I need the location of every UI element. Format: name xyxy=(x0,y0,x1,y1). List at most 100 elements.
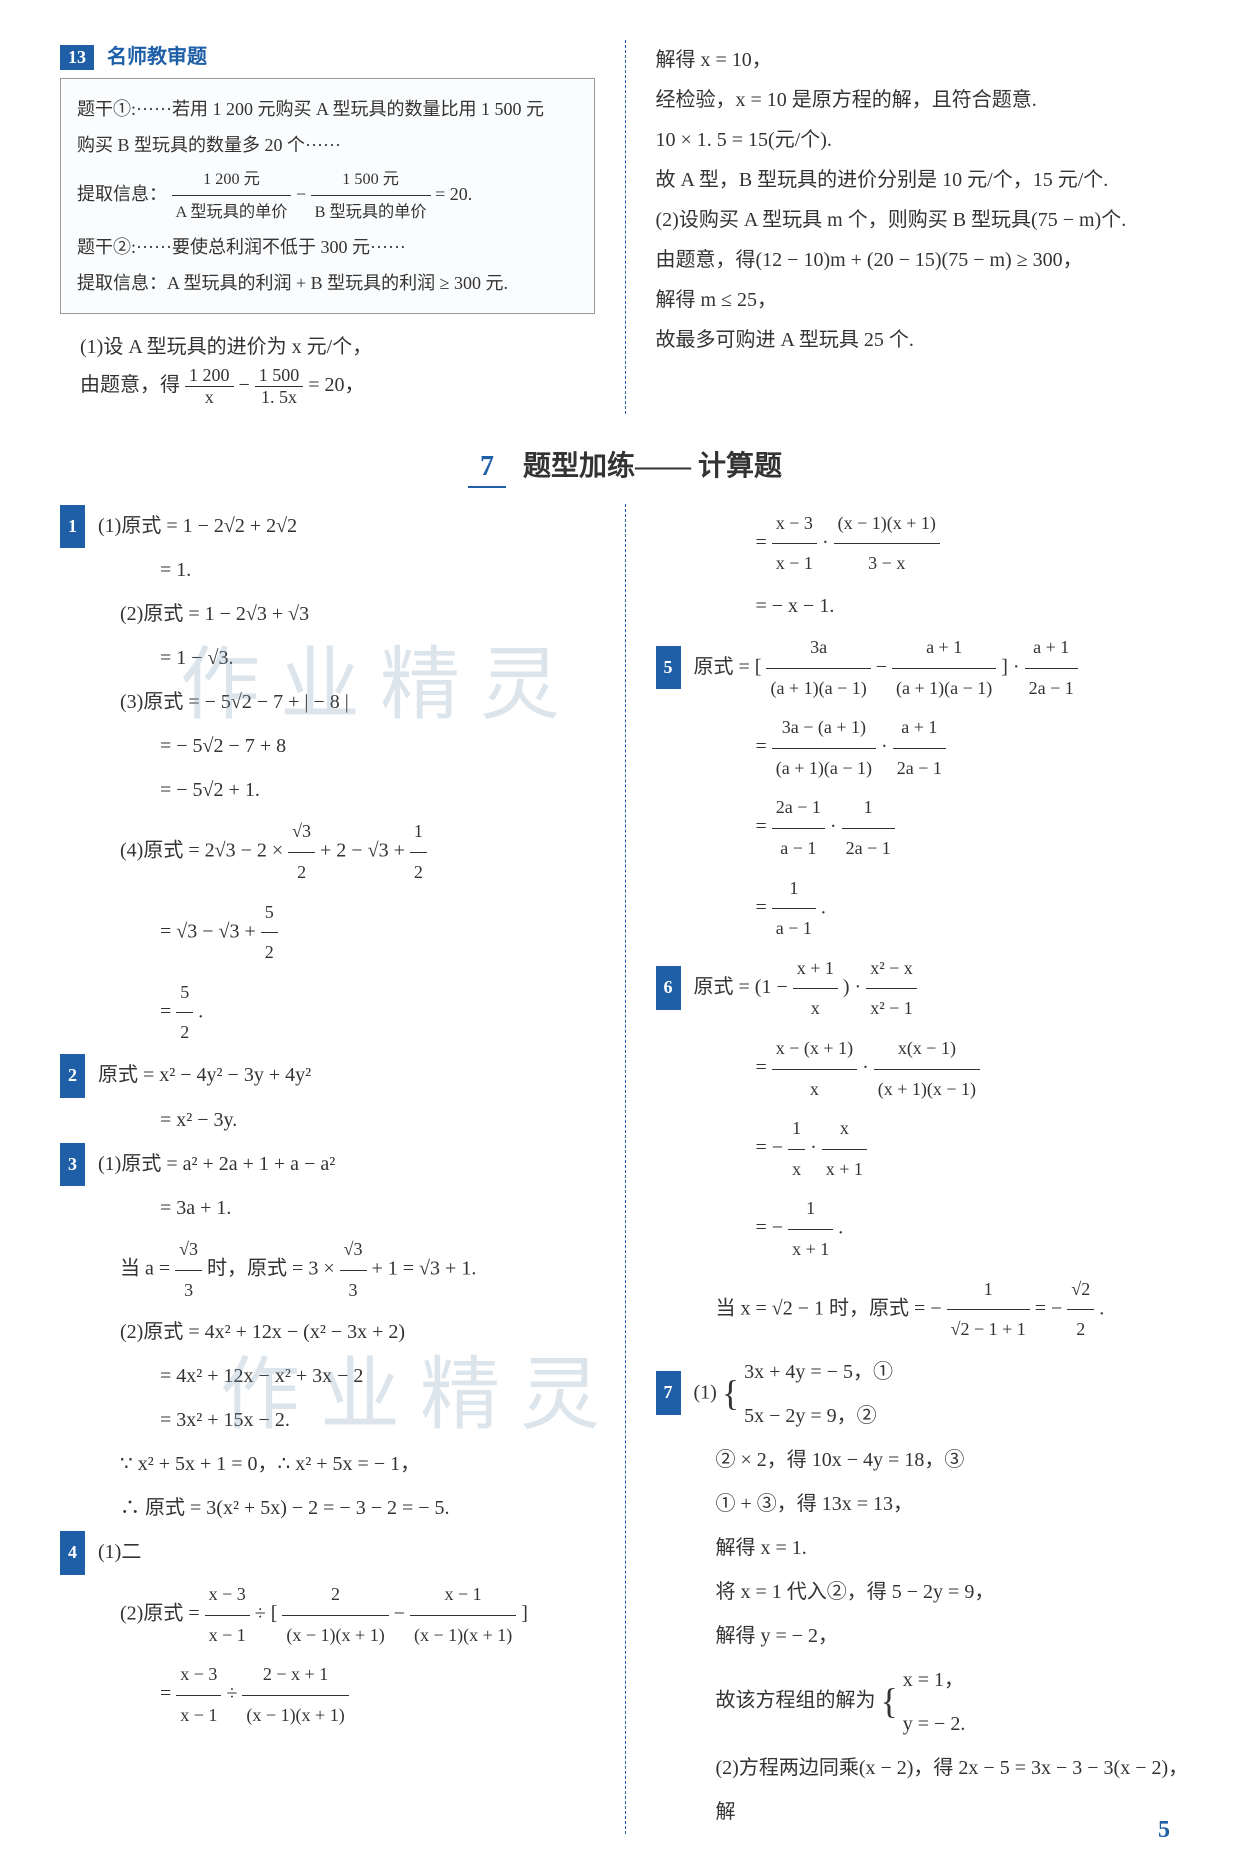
q7-sol1: x = 1， xyxy=(903,1658,966,1702)
q1-frac2: 12 xyxy=(410,812,427,892)
q4-f1: x − 3x − 1 xyxy=(205,1575,250,1655)
top-section: 13 名师教审题 题干①:······若用 1 200 元购买 A 型玩具的数量… xyxy=(60,40,1190,414)
q2-l2: = x² − 3y. xyxy=(60,1098,595,1142)
q3-l1: (1)原式 = a² + 2a + 1 + a − a² xyxy=(98,1153,335,1175)
q1-l4: = 1 − √3. xyxy=(60,636,595,680)
q4-f3: x − 1(x − 1)(x + 1) xyxy=(410,1575,516,1655)
q2-l1: 原式 = x² − 4y² − 3y + 4y² xyxy=(98,1064,311,1086)
q4-l3: = x − 3x − 1 ÷ 2 − x + 1(x − 1)(x + 1) xyxy=(60,1655,595,1735)
tr-l1: 解得 x = 10， xyxy=(656,40,1191,80)
c4-mid: · xyxy=(822,532,834,554)
below-line2: 由题意，得 1 200x − 1 5001. 5x = 20， xyxy=(60,365,595,408)
q6-l4a: = − xyxy=(756,1217,789,1239)
q4-l2a: (2)原式 = xyxy=(120,1603,205,1625)
badge-13: 13 xyxy=(60,45,94,70)
q4-end: ] xyxy=(521,1603,528,1625)
tr-l7: 解得 m ≤ 25， xyxy=(656,280,1191,320)
q5-mid2: ] · xyxy=(1001,656,1024,678)
q1-l2: = 1. xyxy=(60,548,595,592)
q4-mid2: − xyxy=(394,1603,410,1625)
q4-l2: (2)原式 = x − 3x − 1 ÷ [ 2(x − 1)(x + 1) −… xyxy=(60,1575,595,1655)
q1-l10b: . xyxy=(198,1000,203,1022)
q6-l3a: = − xyxy=(756,1137,789,1159)
q7-system: 3x + 4y = − 5，① 5x − 2y = 9，② xyxy=(744,1350,893,1438)
brace2-icon: { xyxy=(881,1662,898,1741)
q6-l4f: 1x + 1 xyxy=(788,1189,833,1269)
q4-l3mid: ÷ xyxy=(226,1683,242,1705)
right-column: = x − 3x − 1 · (x − 1)(x + 1)3 − x = − x… xyxy=(656,504,1191,1834)
q5-l4: = 1a − 1 . xyxy=(656,869,1191,949)
q6-l2: = x − (x + 1)x · x(x − 1)(x + 1)(x − 1) xyxy=(656,1029,1191,1109)
q6-l2mid: · xyxy=(862,1057,874,1079)
q6-l1: 原式 = (1 − x + 1x ) · x² − xx² − 1 xyxy=(694,976,917,998)
q1-frac1: √32 xyxy=(288,812,315,892)
section-title: 7 题型加练—— 计算题 xyxy=(60,444,1190,484)
q5-mid: − xyxy=(876,656,892,678)
q3: 3 (1)原式 = a² + 2a + 1 + a − a² = 3a + 1.… xyxy=(60,1142,595,1531)
tr-l6: 由题意，得(12 − 10)m + (20 − 15)(75 − m) ≥ 30… xyxy=(656,240,1191,280)
tr-l2: 经检验，x = 10 是原方程的解，且符合题意. xyxy=(656,80,1191,120)
tr-l3: 10 × 1. 5 = 15(元/个). xyxy=(656,120,1191,160)
q6-mid: ) · xyxy=(843,976,866,998)
tr-l5: (2)设购买 A 型玩具 m 个，则购买 B 型玩具(75 − m)个. xyxy=(656,200,1191,240)
q7-l7: 故该方程组的解为 { x = 1， y = − 2. xyxy=(656,1658,1191,1746)
page-number: 5 xyxy=(1158,1817,1170,1844)
q6-l5end: . xyxy=(1099,1297,1104,1319)
q7-l2: ② × 2，得 10x − 4y = 18，③ xyxy=(656,1438,1191,1482)
q7-l3: ① + ③，得 13x = 13， xyxy=(656,1482,1191,1526)
q5-f2: a + 1(a + 1)(a − 1) xyxy=(892,628,996,708)
badge-5: 5 xyxy=(656,646,681,690)
q7-l5: 将 x = 1 代入②，得 5 − 2y = 9， xyxy=(656,1570,1191,1614)
badge-1: 1 xyxy=(60,505,85,549)
q5-l4f: 1a − 1 xyxy=(772,869,816,949)
q4-mid: ÷ [ xyxy=(255,1603,283,1625)
box-frac2: 1 500 元B 型玩具的单价 xyxy=(311,163,431,229)
q3-l3a: 当 a = xyxy=(120,1258,175,1280)
main-divider xyxy=(625,504,626,1834)
q3-frac1: √33 xyxy=(175,1230,202,1310)
q1-frac4: 52 xyxy=(176,973,193,1053)
c4-f1: x − 3x − 1 xyxy=(772,504,817,584)
q4-l1: (1)二 xyxy=(98,1541,141,1563)
brace-icon: { xyxy=(722,1354,739,1433)
cont4-l1: = x − 3x − 1 · (x − 1)(x + 1)3 − x xyxy=(656,504,1191,584)
q5-l2f2: a + 12a − 1 xyxy=(893,708,946,788)
below2-label: 由题意，得 xyxy=(80,374,180,396)
q6-l3: = − 1x · xx + 1 xyxy=(656,1109,1191,1189)
q1-l5: (3)原式 = − 5√2 − 7 + | − 8 | xyxy=(60,680,595,724)
top-left-column: 13 名师教审题 题干①:······若用 1 200 元购买 A 型玩具的数量… xyxy=(60,40,595,414)
q5-l3f2: 12a − 1 xyxy=(842,788,895,868)
q3-l3b: 时，原式 = 3 × xyxy=(207,1258,340,1280)
q1-l6: = − 5√2 − 7 + 8 xyxy=(60,724,595,768)
badge-7: 7 xyxy=(656,1371,681,1415)
q1-l9: = √3 − √3 + 52 xyxy=(60,893,595,973)
q5-l2mid: · xyxy=(881,736,893,758)
info-box: 题干①:······若用 1 200 元购买 A 型玩具的数量比用 1 500 … xyxy=(60,78,595,314)
q7-solution: x = 1， y = − 2. xyxy=(903,1658,966,1746)
box-line3: 提取信息： 1 200 元A 型玩具的单价 − 1 500 元B 型玩具的单价 … xyxy=(77,163,578,229)
q3-l3: 当 a = √33 时，原式 = 3 × √33 + 1 = √3 + 1. xyxy=(60,1230,595,1310)
tr-l8: 故最多可购进 A 型玩具 25 个. xyxy=(656,320,1191,360)
q3-l5: = 4x² + 12x − x² + 3x − 2 xyxy=(60,1354,595,1398)
q5-l3mid: · xyxy=(830,816,842,838)
q6-l5: 当 x = √2 − 1 时，原式 = − 1√2 − 1 + 1 = − √2… xyxy=(656,1270,1191,1350)
badge-6: 6 xyxy=(656,966,681,1010)
q5: 5 原式 = [ 3a(a + 1)(a − 1) − a + 1(a + 1)… xyxy=(656,628,1191,949)
q3-frac2: √33 xyxy=(340,1230,367,1310)
q6-l3f2: xx + 1 xyxy=(822,1109,867,1189)
section-text: 题型加练—— 计算题 xyxy=(523,451,782,482)
q5-l2: = 3a − (a + 1)(a + 1)(a − 1) · a + 12a −… xyxy=(656,708,1191,788)
q3-l7: ∵ x² + 5x + 1 = 0，∴ x² + 5x = − 1， xyxy=(60,1442,595,1486)
below-frac1: 1 200x xyxy=(185,365,234,408)
q6-l2a: = xyxy=(756,1057,772,1079)
q1-l10: = 52 . xyxy=(60,973,595,1053)
box-line5: 提取信息：A 型玩具的利润 + B 型玩具的利润 ≥ 300 元. xyxy=(77,265,578,301)
c4-l1a: = xyxy=(756,532,772,554)
q6-f1: x + 1x xyxy=(793,949,838,1029)
q1-l1: (1)原式 = 1 − 2√2 + 2√2 xyxy=(98,515,297,537)
q4-l3f2: 2 − x + 1(x − 1)(x + 1) xyxy=(242,1655,348,1735)
q1-l7: = − 5√2 + 1. xyxy=(60,768,595,812)
q6-l1a: 原式 = (1 − xyxy=(694,976,793,998)
top-divider xyxy=(625,40,626,414)
badge-3: 3 xyxy=(60,1143,85,1187)
